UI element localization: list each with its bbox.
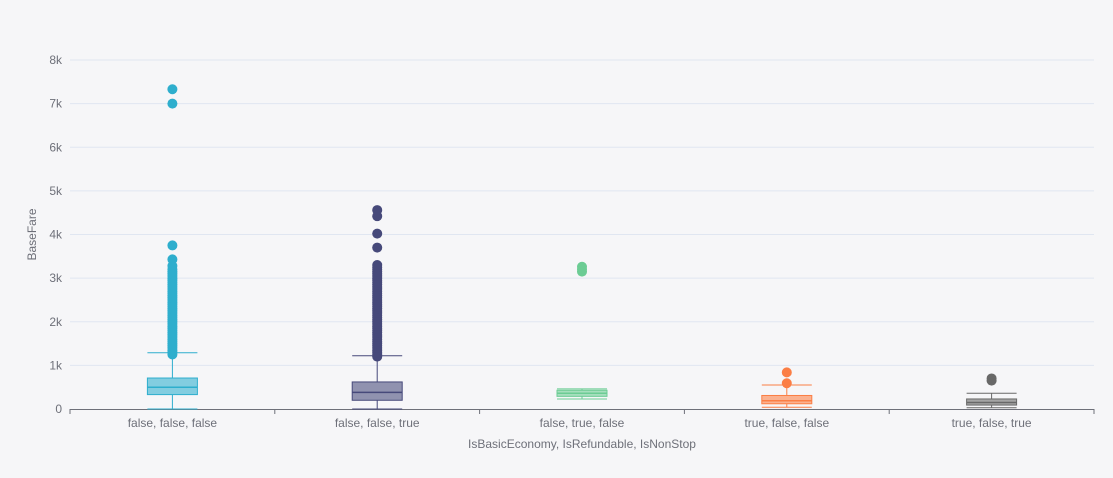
iqr-box [761, 394, 813, 405]
grid-lines [70, 59, 1094, 366]
x-tick-label: false, false, false [128, 416, 218, 430]
outlier-point [781, 367, 792, 378]
y-tick-label: 2k [49, 315, 63, 329]
x-axis-title: IsBasicEconomy, IsRefundable, IsNonStop [468, 437, 696, 451]
y-tick-label: 3k [49, 271, 63, 285]
outlier-point [986, 373, 997, 384]
outlier-point [167, 84, 178, 95]
boxplot-group [556, 388, 608, 400]
outlier-point [577, 261, 587, 272]
x-axis-ticks: false, false, false false, false, true fal… [69, 409, 1095, 430]
iqr-box [351, 381, 403, 401]
y-tick-label: 4k [49, 228, 63, 242]
x-tick-label: true, false, false [744, 416, 829, 430]
y-tick-label: 0 [55, 402, 62, 416]
outlier-point [372, 205, 383, 216]
y-tick-label: 6k [49, 140, 63, 154]
boxplot-group [966, 392, 1018, 409]
boxplot-group [351, 355, 403, 410]
x-tick-label: true, false, true [952, 416, 1032, 430]
boxplot-group [146, 352, 198, 410]
outlier-point [372, 260, 383, 271]
y-axis-tick-labels: 0 1k 2k 3k 4k 5k 6k 7k 8k [49, 53, 63, 416]
outlier-point [781, 378, 792, 389]
outlier-point [372, 242, 383, 253]
outlier-points [167, 84, 997, 389]
x-tick-label: false, true, false [540, 416, 625, 430]
y-axis-title: BaseFare [25, 208, 39, 260]
outlier-point [167, 240, 178, 251]
outlier-point [372, 228, 383, 239]
iqr-box [146, 377, 198, 396]
boxplot-series [146, 352, 1018, 410]
outlier-point [167, 98, 178, 109]
x-tick-label: false, false, true [335, 416, 420, 430]
y-tick-label: 8k [49, 53, 63, 67]
y-tick-label: 7k [49, 97, 63, 111]
outlier-point [167, 254, 178, 265]
boxplot-group [761, 384, 813, 408]
y-tick-label: 5k [49, 184, 63, 198]
y-tick-label: 1k [49, 358, 63, 372]
